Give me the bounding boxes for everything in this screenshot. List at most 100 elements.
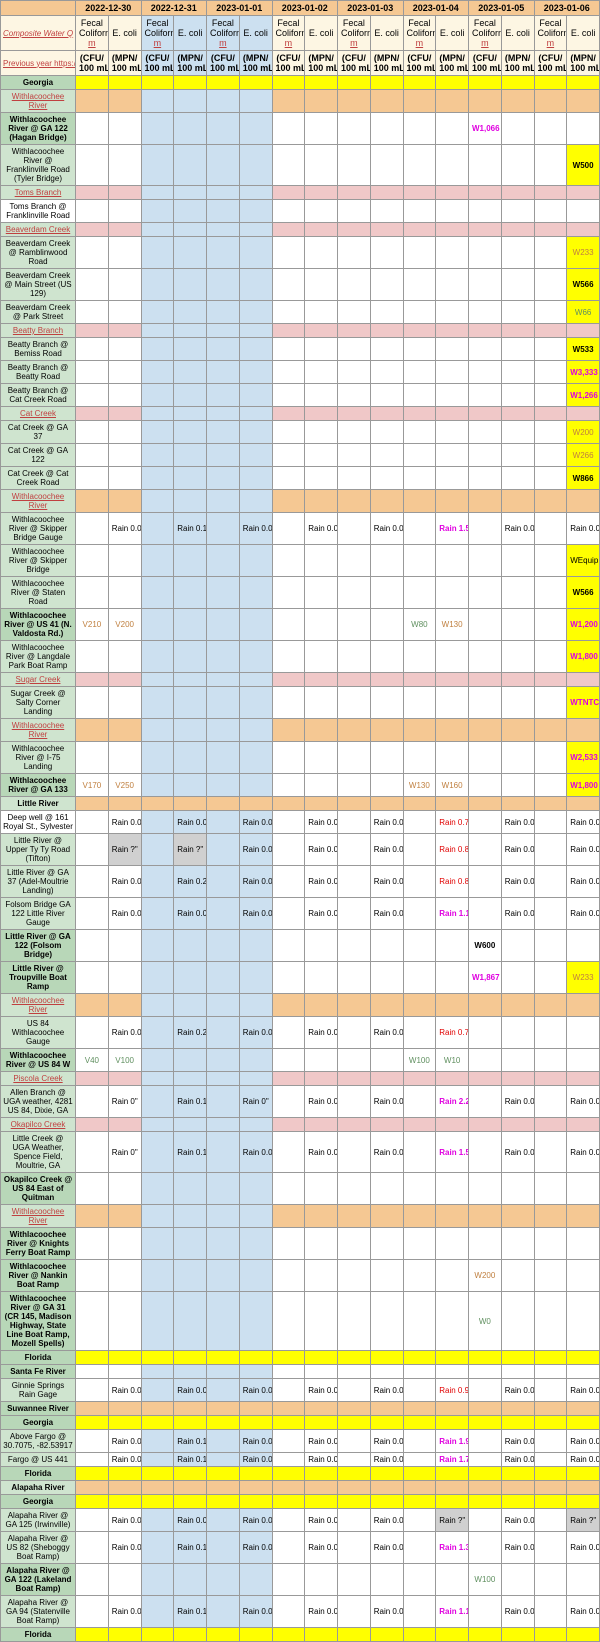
cell	[76, 742, 109, 774]
cell	[108, 1481, 141, 1495]
row-label: Withlacoochee River @ Langdale Park Boat…	[1, 641, 76, 673]
cell	[501, 641, 534, 673]
cell	[534, 1379, 567, 1402]
cell	[501, 1365, 534, 1379]
cell	[370, 444, 403, 467]
cell	[141, 513, 174, 545]
cell	[501, 687, 534, 719]
cell: Rain ?"	[174, 834, 207, 866]
cell	[141, 1532, 174, 1564]
cell	[76, 930, 109, 962]
cell	[239, 490, 272, 513]
cell	[174, 113, 207, 145]
table-row: Little River	[1, 797, 600, 811]
cell	[108, 1292, 141, 1351]
cell	[436, 1481, 469, 1495]
cell	[338, 145, 371, 186]
cell	[207, 866, 240, 898]
cell	[338, 76, 371, 90]
row-label: Suwannee River	[1, 1402, 76, 1416]
cell	[174, 338, 207, 361]
cell	[534, 186, 567, 200]
cell	[469, 407, 502, 421]
cell	[108, 186, 141, 200]
cell	[305, 384, 338, 407]
cell: Rain 0.00"	[370, 1430, 403, 1453]
cell	[76, 186, 109, 200]
cell	[469, 673, 502, 687]
cell	[272, 338, 305, 361]
cell	[272, 811, 305, 834]
cell	[469, 1072, 502, 1086]
cell	[534, 269, 567, 301]
cell	[76, 1260, 109, 1292]
cell	[403, 1416, 436, 1430]
col-ecoli: E. coli	[501, 16, 534, 51]
prev-year-link[interactable]: Previous year https://	[3, 59, 76, 68]
cell	[338, 186, 371, 200]
cell	[567, 719, 600, 742]
title-link[interactable]: Composite Water Q	[3, 29, 73, 38]
cell: W200	[567, 421, 600, 444]
cell: Rain 0"	[108, 1132, 141, 1173]
unit-mpn: (MPN/100 mL)	[567, 51, 600, 76]
date-1: 2022-12-31	[141, 1, 207, 16]
cell	[239, 1049, 272, 1072]
cell: W500	[567, 145, 600, 186]
cell: Rain 0.90"	[436, 1379, 469, 1402]
cell	[108, 641, 141, 673]
cell	[272, 1596, 305, 1628]
cell: Rain 0.00"	[501, 866, 534, 898]
cell	[76, 421, 109, 444]
cell	[370, 113, 403, 145]
cell	[239, 444, 272, 467]
cell	[174, 673, 207, 687]
cell	[108, 490, 141, 513]
cell	[272, 223, 305, 237]
row-label: Little River @ Troupville Boat Ramp	[1, 962, 76, 994]
cell: Rain 0.02"	[239, 1379, 272, 1402]
cell	[436, 269, 469, 301]
cell	[469, 1416, 502, 1430]
cell	[501, 609, 534, 641]
col-ecoli: E. coli	[305, 16, 338, 51]
cell	[403, 687, 436, 719]
cell	[370, 797, 403, 811]
cell	[501, 490, 534, 513]
cell	[501, 962, 534, 994]
cell	[534, 223, 567, 237]
cell	[174, 719, 207, 742]
cell	[207, 1430, 240, 1453]
cell	[108, 719, 141, 742]
cell	[141, 1132, 174, 1173]
cell	[534, 1453, 567, 1467]
cell	[108, 384, 141, 407]
cell	[338, 407, 371, 421]
cell	[338, 811, 371, 834]
cell	[469, 797, 502, 811]
cell	[76, 1205, 109, 1228]
row-label: Cat Creek	[1, 407, 76, 421]
cell	[403, 1481, 436, 1495]
cell	[239, 76, 272, 90]
cell	[305, 641, 338, 673]
row-label: Alapaha River @ GA 94 (Statenville Boat …	[1, 1596, 76, 1628]
cell	[305, 930, 338, 962]
cell	[239, 338, 272, 361]
cell: Rain 1.90"	[436, 1430, 469, 1453]
cell	[141, 186, 174, 200]
cell	[207, 774, 240, 797]
cell	[305, 742, 338, 774]
table-row: Little River @ GA 37 (Adel-Moultrie Land…	[1, 866, 600, 898]
cell	[534, 145, 567, 186]
cell	[305, 1118, 338, 1132]
cell	[76, 811, 109, 834]
cell	[534, 1467, 567, 1481]
cell	[501, 301, 534, 324]
cell: Rain 0.00"	[567, 1379, 600, 1402]
cell	[567, 1118, 600, 1132]
cell	[469, 1205, 502, 1228]
cell	[403, 324, 436, 338]
cell	[239, 577, 272, 609]
table-row: Little River @ Upper Ty Ty Road (Tifton)…	[1, 834, 600, 866]
